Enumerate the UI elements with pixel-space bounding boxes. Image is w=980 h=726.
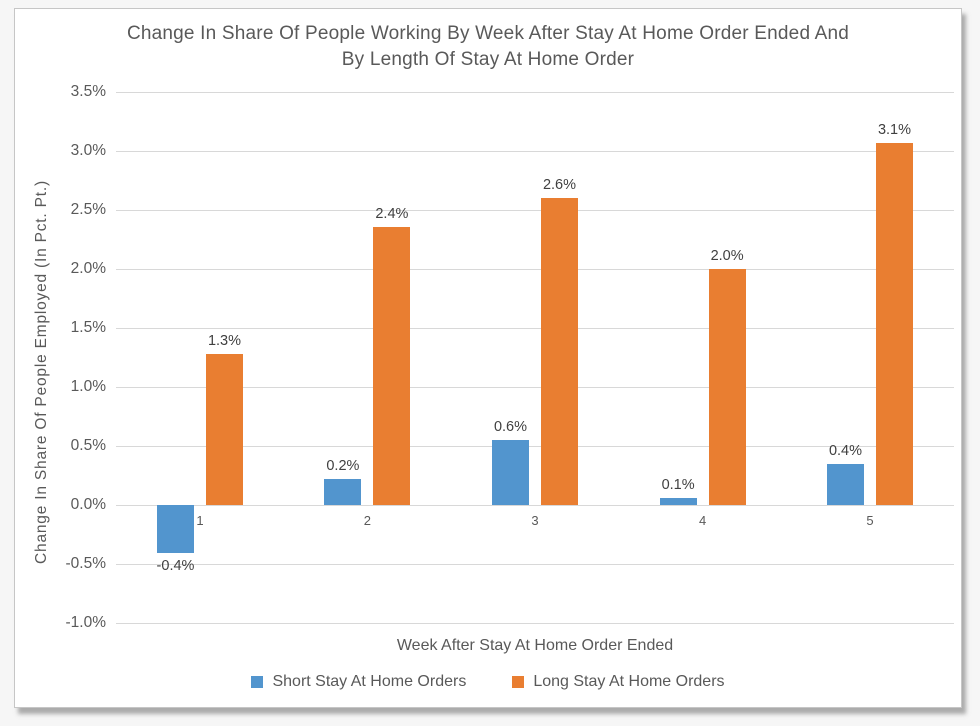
y-tick-label: -1.0%: [65, 614, 107, 631]
chart-title-line1: Change In Share Of People Working By Wee…: [126, 23, 850, 44]
x-tick-label-week-1: 1: [196, 513, 204, 528]
data-label-long-week-3: 2.6%: [542, 177, 577, 194]
legend-swatch-short-stay: [251, 676, 264, 688]
y-tick-label: 2.0%: [70, 260, 106, 277]
bar-long-week-5: [876, 142, 913, 505]
bar-long-week-2: [373, 226, 411, 505]
data-label-long-week-5: 3.1%: [877, 121, 912, 138]
x-axis-title: Week After Stay At Home Order Ended: [396, 637, 674, 654]
plot-area: 3.5% 3.0% 2.5% 2.0% 1.5% 1.0% 0.5% 0.0% -0.5% -1.…: [15, 9, 961, 707]
legend-item-short-stay: Short Stay At Home Orders: [251, 673, 466, 691]
legend-item-long-stay: Long Stay At Home Orders: [512, 673, 725, 691]
chart-card: Change In Share Of People Working By Wee…: [14, 8, 962, 708]
bar-short-week-4: [659, 497, 697, 505]
data-label-long-week-2: 2.4%: [375, 205, 409, 222]
y-tick-label: 1.0%: [70, 378, 106, 395]
x-tick-label-week-2: 2: [363, 513, 371, 528]
gridline: [116, 623, 954, 624]
bar-long-week-1: [206, 353, 243, 505]
data-label-long-week-1: 1.3%: [207, 332, 242, 349]
chart-title-line2: By Length Of Stay At Home Order: [341, 49, 635, 70]
y-axis-title: Change In Share Of People Employed (In P…: [33, 180, 50, 564]
gridline: [116, 210, 954, 211]
gridline: [116, 151, 954, 152]
data-label-short-week-4: 0.1%: [661, 476, 695, 493]
x-tick-label-week-5: 5: [866, 513, 874, 528]
bar-long-week-4: [708, 269, 746, 505]
bar-short-week-1: [157, 505, 194, 554]
gridline: [116, 564, 954, 565]
legend-label-short-stay: Short Stay At Home Orders: [272, 673, 467, 690]
gridline: [116, 387, 954, 388]
data-label-short-week-2: 0.2%: [326, 458, 360, 475]
y-tick-label: -0.5%: [65, 555, 107, 572]
data-label-long-week-4: 2.0%: [710, 248, 744, 264]
x-tick-label-week-4: 4: [698, 513, 707, 528]
y-tick-label: 0.5%: [70, 437, 106, 454]
gridline: [116, 269, 954, 270]
legend: Short Stay At Home Orders Long Stay At H…: [15, 673, 961, 691]
y-tick-label: 1.5%: [70, 319, 106, 336]
y-tick-label: 0.0%: [70, 496, 106, 513]
chart-title: Change In Share Of People Working By Wee…: [15, 21, 961, 73]
legend-label-long-stay: Long Stay At Home Orders: [533, 673, 725, 690]
gridline: [116, 92, 954, 93]
gridline: [116, 446, 954, 447]
data-label-short-week-5: 0.4%: [828, 442, 863, 459]
gridline: [116, 505, 954, 506]
bar-long-week-3: [541, 198, 578, 505]
x-tick-label-week-3: 3: [531, 513, 539, 528]
y-tick-label: 3.5%: [70, 83, 106, 100]
bar-short-week-5: [827, 463, 864, 505]
data-label-short-week-3: 0.6%: [493, 419, 528, 436]
gridline: [116, 328, 954, 329]
legend-swatch-long-stay: [512, 676, 525, 688]
y-tick-label: 2.5%: [70, 201, 106, 218]
data-label-short-week-1: -0.4%: [156, 558, 195, 575]
y-tick-label: 3.0%: [70, 142, 106, 159]
bar-short-week-2: [324, 479, 362, 505]
bar-short-week-3: [492, 440, 529, 505]
